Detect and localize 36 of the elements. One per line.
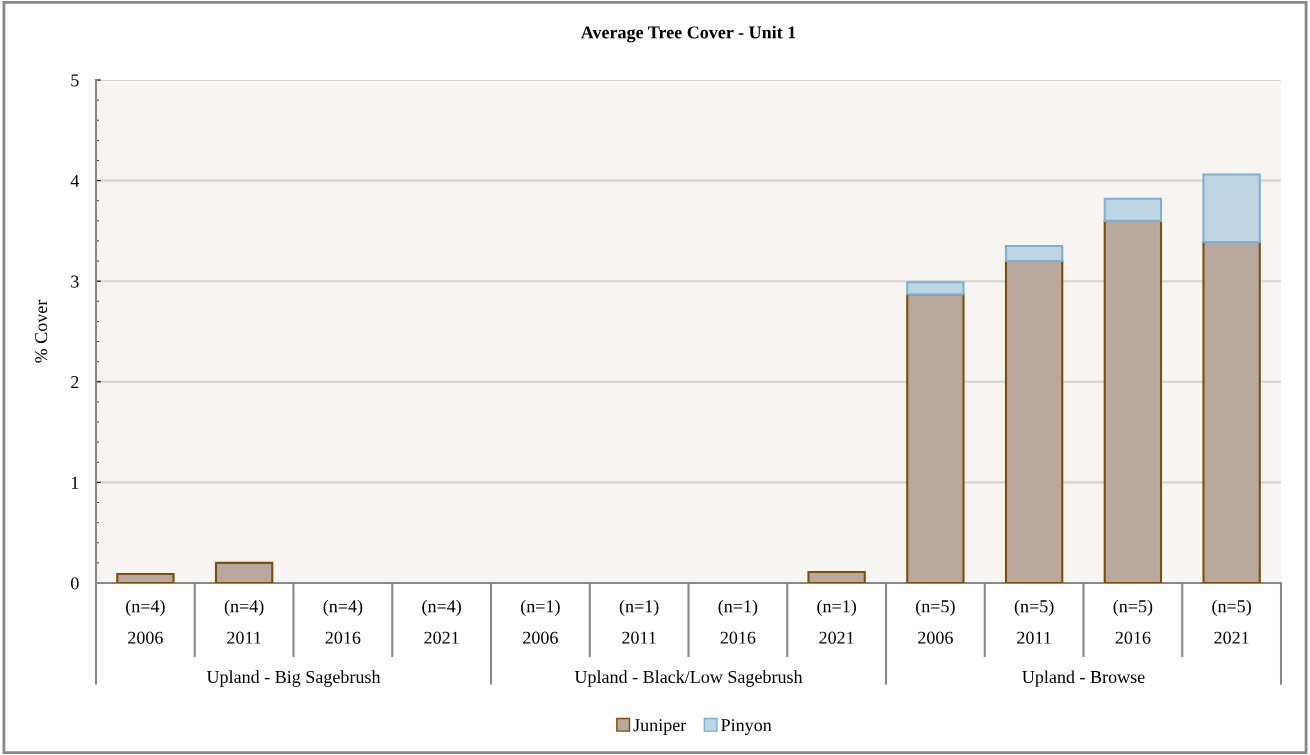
bar	[906, 293, 965, 583]
bar	[1202, 173, 1261, 244]
text: Upland - Browse	[1022, 670, 1145, 687]
x-tick-label: (n=1) 2016	[718, 599, 758, 644]
chart-title: Average Tree Cover - Unit 1	[580, 25, 796, 43]
x-tick-label: (n=1) 2011	[619, 599, 659, 644]
x-tick-label: (n=4) 2006	[126, 599, 165, 644]
y-axis-title: % Cover	[35, 299, 48, 363]
x-tick-label: (n=5) 2021	[1212, 599, 1251, 644]
x-tick-label: (n=1) 2021	[817, 599, 856, 644]
bar	[1202, 240, 1261, 583]
x-tick-label: (n=5) 2016	[1113, 599, 1153, 644]
bar	[1004, 244, 1064, 263]
bar	[116, 572, 175, 583]
bar	[214, 561, 274, 583]
x-tick-label: (n=5) 2011	[1014, 599, 1054, 644]
x-tick-label: (n=4) 2021	[422, 599, 461, 644]
y-tick-label: 0	[70, 577, 79, 590]
x-tick-label: (n=5) 2006	[916, 599, 955, 644]
x-tick-label: (n=1) 2006	[521, 599, 560, 644]
legend-label: Pinyon	[721, 719, 772, 735]
legend-label: Juniper	[633, 719, 687, 735]
bar	[1103, 219, 1163, 583]
text: Upland - Black/Low Sagebrush	[574, 670, 803, 687]
x-tick-label: (n=4) 2016	[323, 599, 363, 644]
bar	[1004, 260, 1064, 583]
bar	[807, 570, 866, 583]
bar	[1103, 197, 1163, 222]
y-tick-label: 4	[70, 174, 80, 187]
y-tick-label: 1	[71, 476, 79, 489]
y-tick-label: 2	[71, 376, 79, 389]
x-tick-label: (n=4) 2011	[224, 599, 264, 644]
text: Upland - Big Sagebrush	[206, 670, 381, 687]
y-tick-label: 5	[71, 74, 79, 87]
y-tick-label: 3	[71, 275, 79, 288]
bar	[906, 281, 965, 296]
